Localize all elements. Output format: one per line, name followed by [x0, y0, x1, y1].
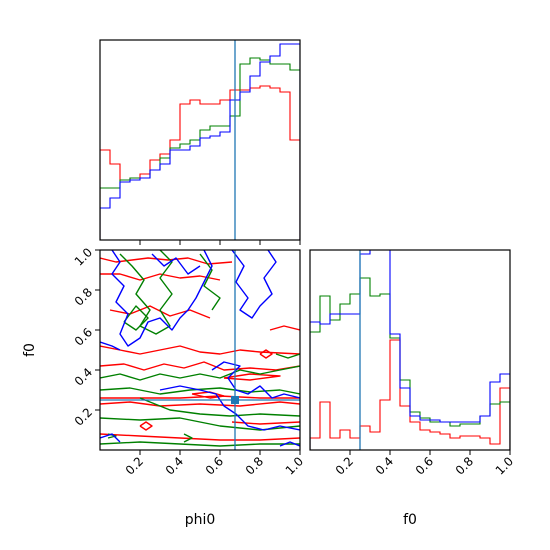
contour-frame	[99, 249, 301, 451]
blue-contour-line	[100, 341, 121, 351]
contour-x-tick-label: 0.4	[163, 454, 186, 477]
contour-y-tick-label: 0.6	[72, 325, 95, 348]
f0-green-histogram	[310, 277, 510, 450]
green-contour-line	[100, 387, 300, 395]
blue-contour-line	[159, 385, 300, 431]
blue-contour-line	[151, 253, 201, 275]
green-contour-line	[100, 441, 300, 447]
contour-x-tick-label: 0.8	[243, 454, 266, 477]
red-contour-line	[100, 257, 233, 265]
f0-histogram-panel: 0.2 0.4 0.6 0.8 1.0 f0	[309, 249, 516, 528]
red-contour-line	[139, 421, 153, 431]
blue-contour-line	[100, 433, 121, 443]
red-contour-line	[109, 305, 211, 319]
red-contour-line	[223, 373, 281, 381]
green-contour-line	[123, 305, 149, 331]
truth-marker	[231, 396, 239, 404]
red-contour-line	[231, 421, 300, 425]
contour-y-tick-label: 0.4	[72, 365, 95, 388]
blue-contour-line	[111, 250, 213, 347]
contour-y-tick-label: 0.2	[72, 405, 95, 428]
f0-hist-x-tick-label: 0.4	[373, 454, 396, 477]
red-contour-line	[100, 361, 300, 371]
red-contour-line	[100, 433, 300, 441]
green-contour-line	[119, 250, 173, 335]
f0-hist-x-tick-label: 1.0	[493, 454, 516, 477]
phi0-histogram-frame	[99, 39, 301, 241]
green-contour-line	[100, 365, 300, 381]
f0-hist-x-tick-label: 0.8	[453, 454, 476, 477]
f0-histogram-frame	[309, 249, 511, 451]
red-contour-line	[100, 395, 300, 399]
red-contour-line	[100, 401, 300, 407]
f0-hist-x-tick-label: 0.2	[333, 454, 356, 477]
contour-x-tick-label: 1.0	[283, 454, 306, 477]
red-contour-line	[191, 391, 225, 399]
red-contour-line	[100, 345, 300, 355]
phi0-red-histogram	[100, 85, 300, 240]
x-axis-label-f0: f0	[403, 512, 417, 528]
contour-x-tick-label: 0.6	[203, 454, 226, 477]
x-axis-label-phi0: phi0	[185, 512, 216, 528]
green-contour-line	[275, 353, 300, 359]
contour-y-tick-label: 0.8	[72, 285, 95, 308]
red-contour-line	[100, 273, 221, 281]
blue-contour-line	[211, 361, 300, 399]
phi0-f0-contour-panel: 0.2 0.4 0.6 0.8 1.0 0.2 0.4 0.6 0.8 1.0 phi0 f0	[22, 245, 306, 528]
f0-hist-x-tick-label: 0.6	[413, 454, 436, 477]
red-contour-line	[259, 349, 273, 359]
phi0-green-histogram	[100, 57, 300, 240]
phi0-blue-histogram	[100, 43, 300, 240]
red-contour-line	[269, 325, 300, 331]
green-contour-line	[139, 397, 300, 417]
phi0-histogram-panel	[99, 39, 301, 245]
contour-y-tick-label: 1.0	[72, 245, 95, 268]
blue-contour-line	[279, 441, 300, 447]
y-axis-label-f0: f0	[22, 343, 38, 357]
f0-blue-histogram	[310, 250, 510, 450]
blue-contour-line	[231, 250, 277, 319]
green-contour-line	[183, 433, 193, 443]
contour-x-tick-label: 0.2	[123, 454, 146, 477]
green-contour-line	[199, 253, 221, 311]
